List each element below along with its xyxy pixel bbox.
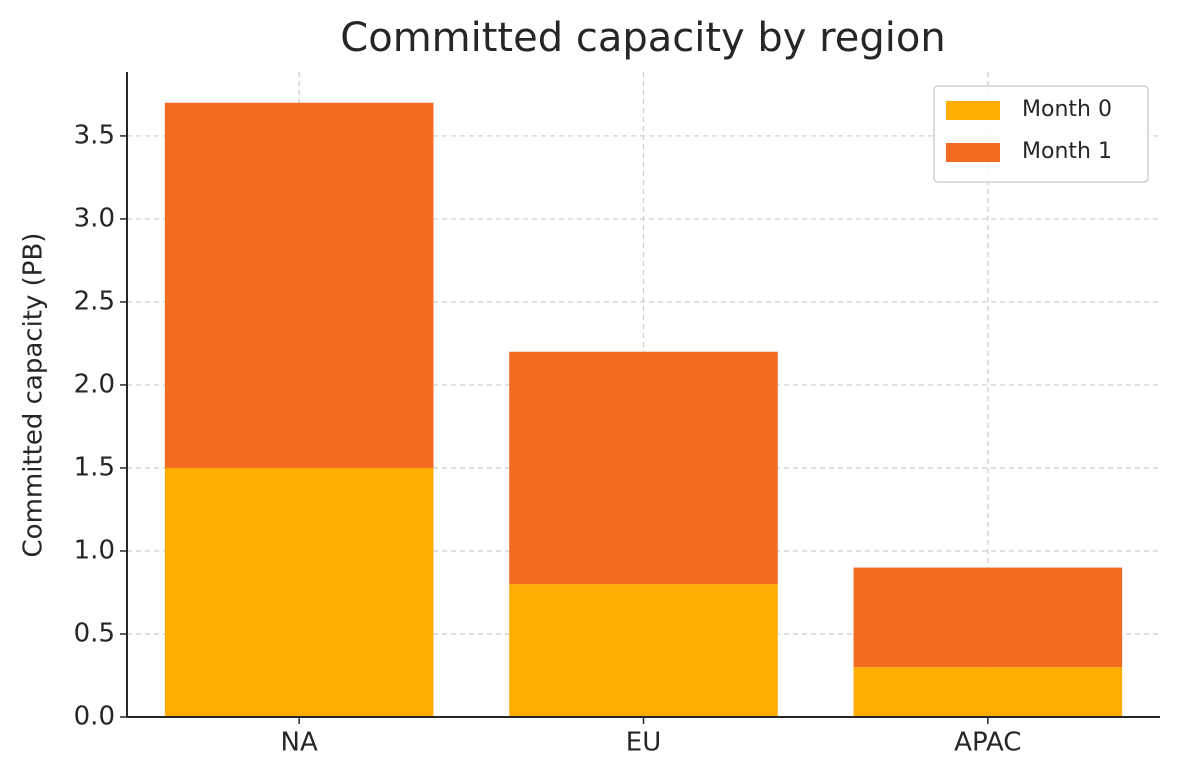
x-tick-label: APAC: [954, 728, 1021, 758]
y-tick-label: 1.0: [74, 535, 115, 565]
chart-title: Committed capacity by region: [340, 15, 945, 61]
y-tick-label: 3.5: [74, 120, 115, 150]
y-tick-label: 0.5: [74, 618, 115, 648]
y-tick-label: 2.0: [74, 369, 115, 399]
bar-segment: [509, 584, 778, 717]
legend-swatch: [946, 101, 1000, 120]
bar-segment: [509, 351, 778, 585]
y-tick-label: 0.0: [74, 702, 115, 732]
bar-segment: [164, 467, 434, 717]
legend: Month 0 Month 1: [933, 85, 1149, 183]
x-tick-label: EU: [626, 728, 661, 758]
bar-segment: [853, 667, 1123, 717]
y-axis-label: Committed capacity (PB): [19, 233, 49, 558]
bar-segment: [853, 567, 1123, 668]
y-tick-label: 3.0: [74, 203, 115, 233]
x-tick-label: NA: [281, 728, 318, 758]
bar-segment: [164, 102, 434, 468]
y-tick-label: 1.5: [74, 452, 115, 482]
legend-swatch: [946, 143, 1000, 162]
y-tick-label: 2.5: [74, 286, 115, 316]
legend-label: Month 1: [1022, 139, 1112, 164]
legend-label: Month 0: [1022, 97, 1112, 122]
